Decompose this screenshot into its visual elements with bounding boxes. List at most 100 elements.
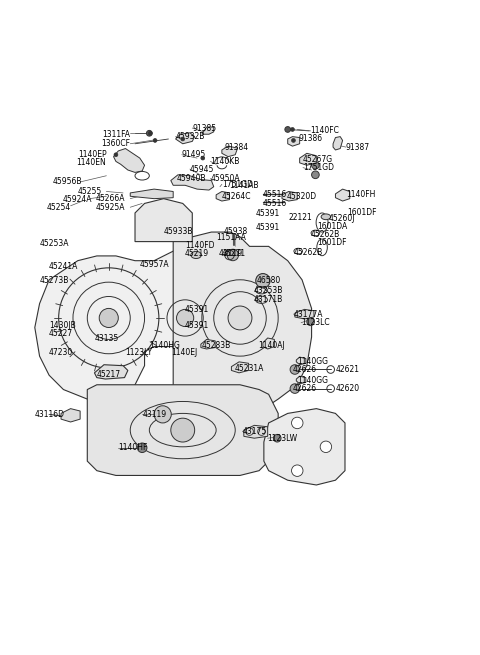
Circle shape (181, 137, 185, 141)
Text: 1123LW: 1123LW (268, 434, 298, 443)
Circle shape (290, 365, 300, 374)
Text: 43119: 43119 (142, 410, 166, 419)
Text: 46580: 46580 (257, 276, 281, 285)
Circle shape (274, 434, 281, 442)
Polygon shape (87, 384, 278, 476)
Text: 91386: 91386 (298, 134, 323, 143)
Text: 1140HF: 1140HF (118, 443, 148, 452)
Polygon shape (336, 189, 350, 201)
Polygon shape (263, 338, 275, 349)
Polygon shape (173, 232, 312, 413)
Text: 45391: 45391 (185, 305, 209, 314)
Polygon shape (171, 175, 214, 190)
Polygon shape (231, 362, 249, 373)
Polygon shape (114, 149, 144, 172)
Polygon shape (35, 242, 288, 404)
Text: 45241A: 45241A (49, 262, 79, 271)
Circle shape (320, 441, 332, 453)
Circle shape (228, 306, 252, 330)
Polygon shape (295, 309, 314, 319)
Circle shape (285, 126, 290, 132)
Ellipse shape (321, 214, 331, 219)
Text: 1123LC: 1123LC (301, 318, 330, 328)
Text: 45924A: 45924A (62, 195, 92, 204)
Text: 45267G: 45267G (303, 155, 333, 164)
Text: 45950A: 45950A (210, 174, 240, 183)
Text: 45264C: 45264C (222, 192, 252, 201)
Text: 45391: 45391 (255, 223, 279, 232)
Text: 45933B: 45933B (164, 227, 193, 236)
Text: 1140EP: 1140EP (78, 150, 107, 159)
Text: 42621: 42621 (336, 365, 360, 374)
Circle shape (290, 128, 294, 132)
Text: 45266A: 45266A (96, 194, 125, 203)
Text: 43177A: 43177A (293, 310, 323, 318)
Text: 45940B: 45940B (177, 174, 206, 183)
Circle shape (171, 418, 195, 442)
Text: 1360CF: 1360CF (101, 140, 130, 148)
Text: 1430JB: 1430JB (49, 320, 76, 329)
Text: 43175: 43175 (242, 427, 266, 436)
Circle shape (146, 130, 152, 136)
Circle shape (312, 171, 319, 179)
Text: 1123LY: 1123LY (125, 348, 153, 357)
Text: 45219: 45219 (185, 249, 209, 258)
Text: 42626: 42626 (292, 365, 317, 374)
Circle shape (291, 465, 303, 476)
Text: 91384: 91384 (225, 143, 249, 151)
Text: 22121: 22121 (288, 214, 312, 222)
Text: 91495: 91495 (182, 150, 206, 159)
Text: 45932B: 45932B (176, 132, 205, 141)
Text: 1151AA: 1151AA (216, 233, 246, 242)
Polygon shape (244, 425, 268, 438)
Text: 43253B: 43253B (253, 286, 283, 295)
Text: 47230: 47230 (49, 348, 73, 357)
Text: 91385: 91385 (192, 124, 216, 132)
Polygon shape (222, 146, 238, 157)
Polygon shape (201, 339, 215, 349)
Text: 45231A: 45231A (234, 364, 264, 373)
Polygon shape (264, 409, 345, 485)
Circle shape (137, 443, 147, 453)
Text: 45262B: 45262B (293, 248, 323, 257)
Circle shape (256, 274, 270, 288)
Text: 43135: 43135 (95, 334, 119, 343)
Text: 91387: 91387 (346, 143, 370, 151)
Text: 45227: 45227 (49, 329, 73, 338)
Text: 45262B: 45262B (311, 230, 340, 239)
Circle shape (99, 309, 118, 328)
Text: 1140FD: 1140FD (185, 241, 215, 250)
Polygon shape (300, 153, 316, 165)
Text: 1140KB: 1140KB (210, 157, 240, 166)
Text: 45925A: 45925A (96, 203, 125, 212)
Text: 45255: 45255 (77, 187, 102, 196)
Text: 42620: 42620 (336, 384, 360, 393)
Text: 45938: 45938 (223, 227, 248, 236)
Text: 1601DA: 1601DA (317, 222, 348, 231)
Polygon shape (130, 189, 173, 198)
Polygon shape (216, 191, 229, 201)
Text: 1601DF: 1601DF (348, 208, 377, 217)
Text: 1140GG: 1140GG (297, 358, 328, 366)
Text: 45260J: 45260J (328, 214, 355, 223)
Text: 43171B: 43171B (253, 295, 283, 305)
Ellipse shape (191, 252, 201, 259)
Circle shape (177, 309, 194, 327)
Text: 1140EJ: 1140EJ (171, 348, 197, 357)
Text: 1140EN: 1140EN (77, 159, 107, 168)
Text: 1601DF: 1601DF (317, 238, 347, 247)
Polygon shape (135, 198, 192, 242)
Text: 45516: 45516 (263, 191, 287, 199)
Text: 45217: 45217 (97, 370, 121, 379)
Circle shape (227, 250, 239, 261)
Text: 1141AB: 1141AB (229, 181, 259, 190)
Text: 45271: 45271 (222, 249, 246, 258)
Text: 45957A: 45957A (140, 260, 169, 269)
Text: 45516: 45516 (263, 199, 287, 208)
Text: 1140GG: 1140GG (297, 377, 328, 385)
Text: 1311FA: 1311FA (102, 130, 130, 139)
Text: 43119: 43119 (218, 249, 243, 258)
Text: 1140FH: 1140FH (346, 191, 375, 199)
Polygon shape (296, 357, 306, 365)
Text: 45391: 45391 (255, 210, 279, 218)
